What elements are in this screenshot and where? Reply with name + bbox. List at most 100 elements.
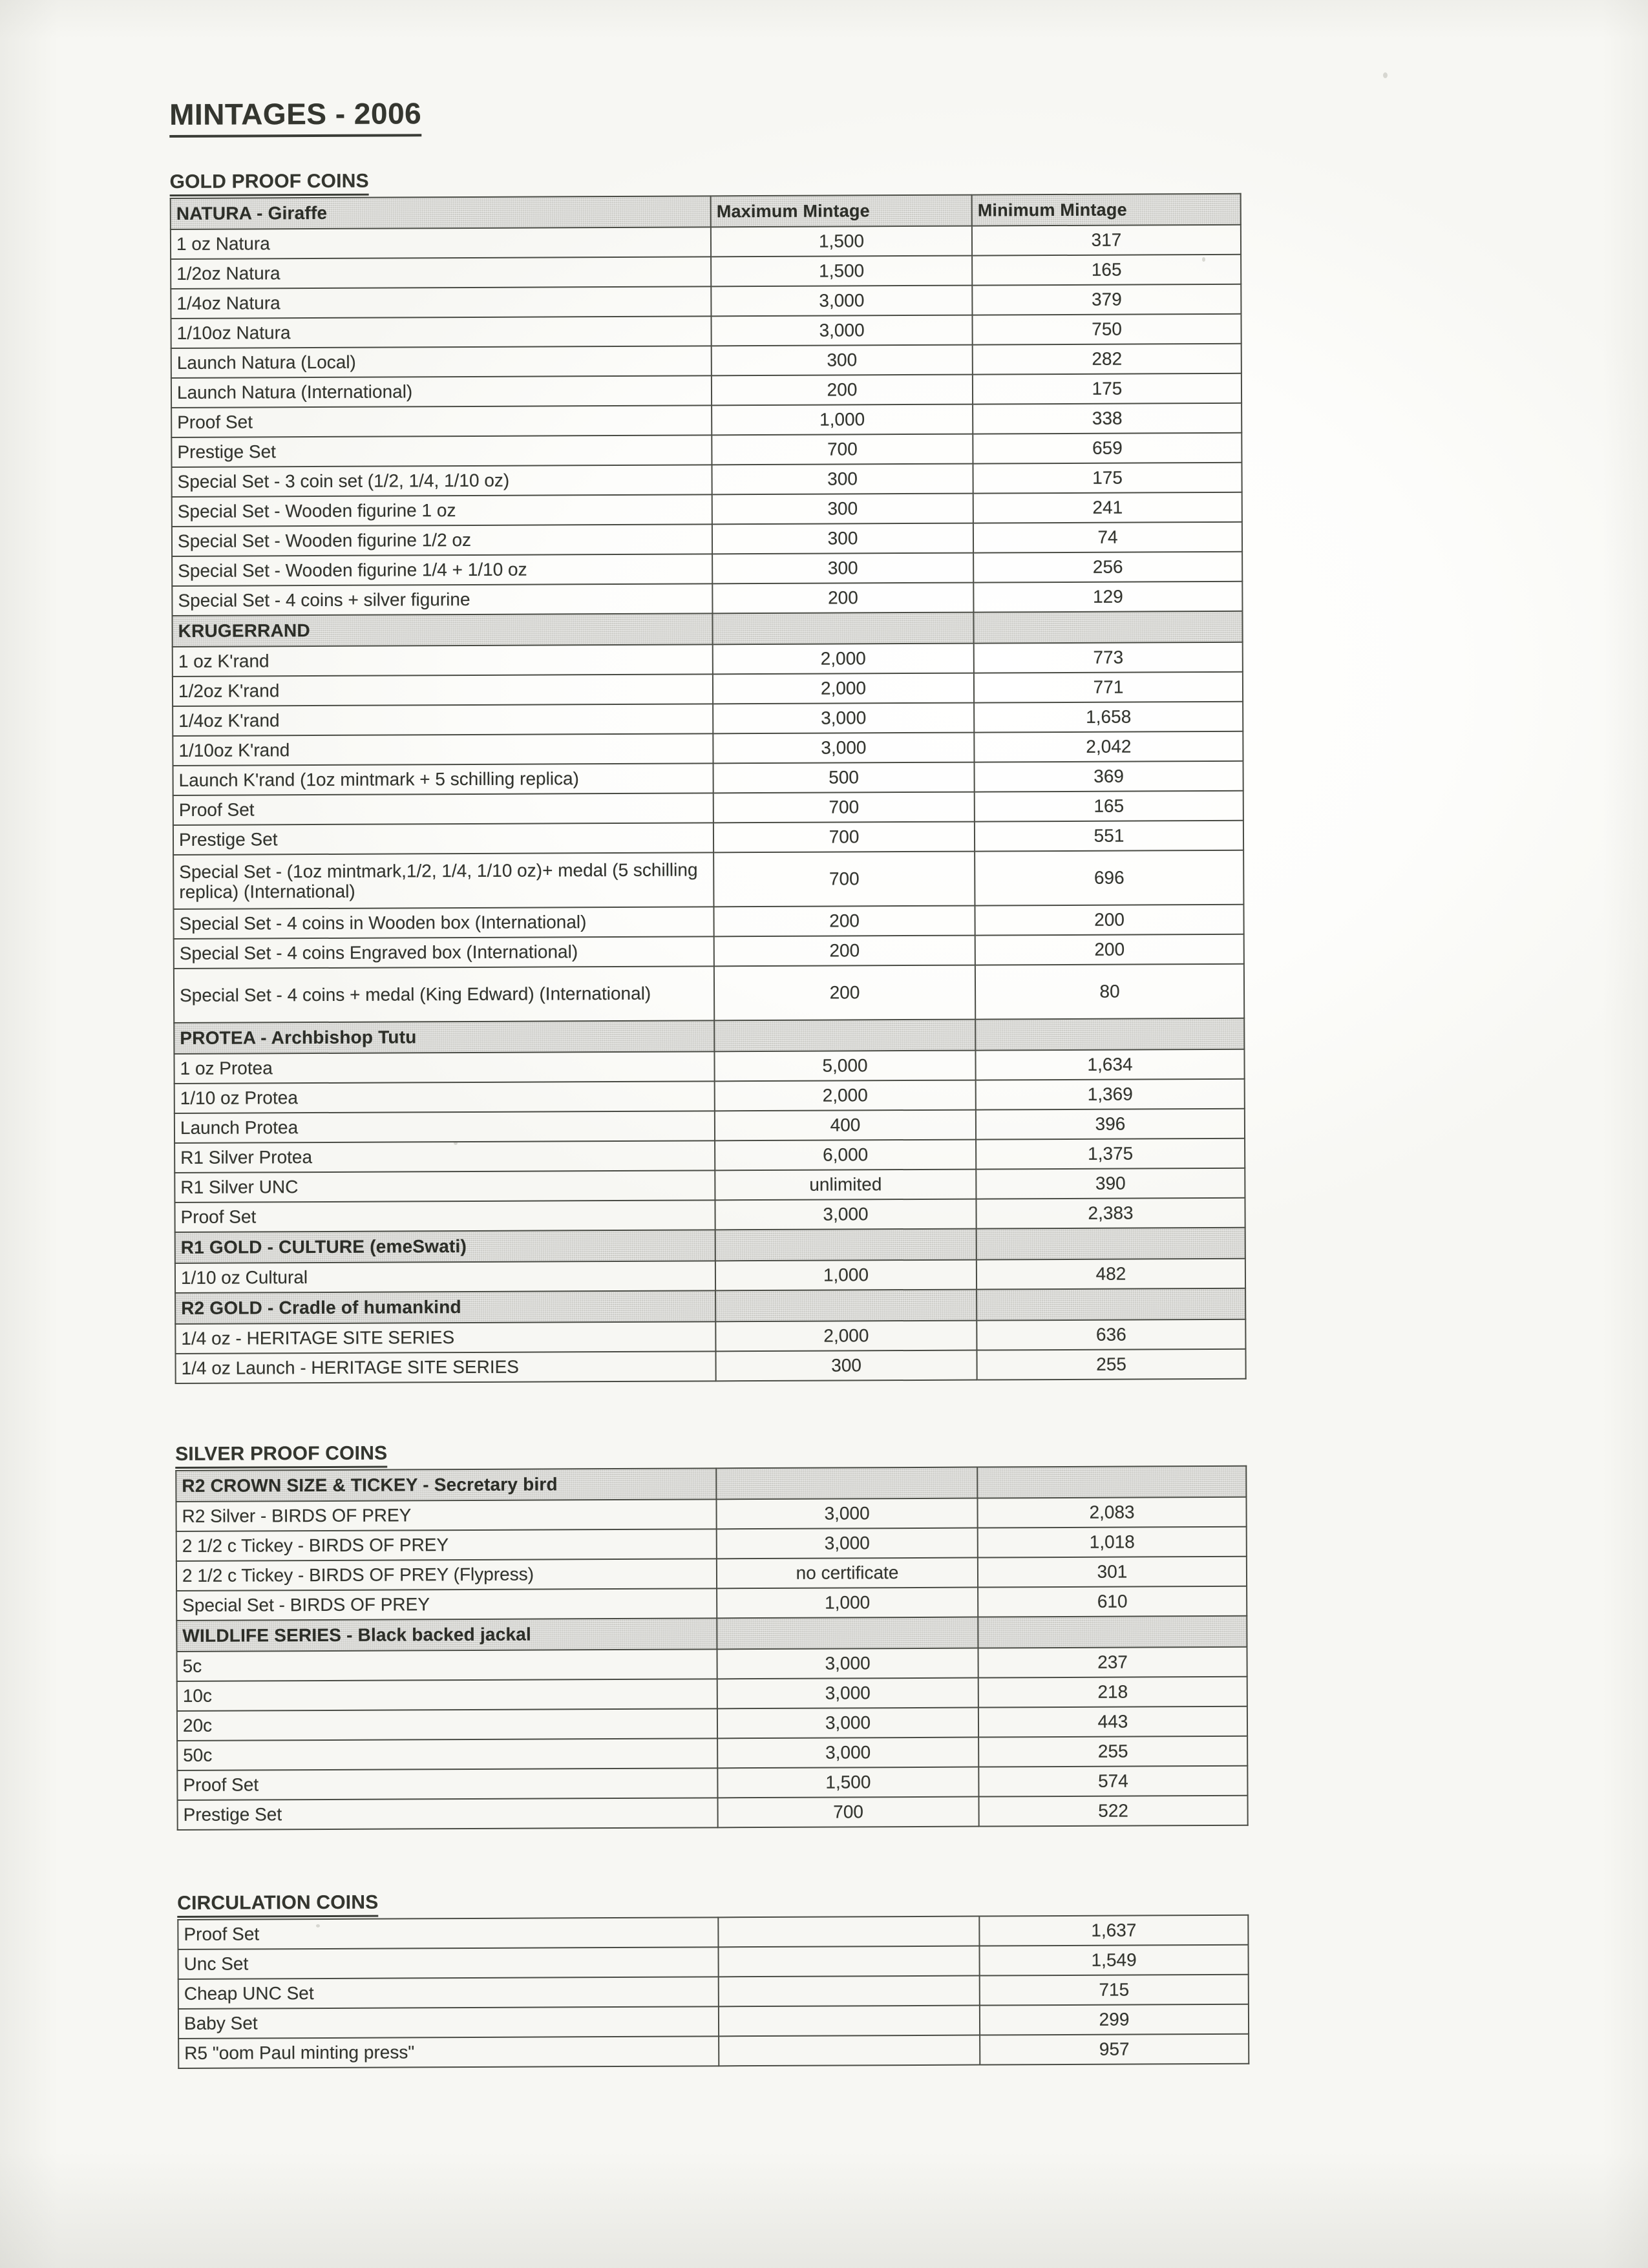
- row-label: Proof Set: [171, 405, 712, 437]
- column-header-max-mintage: [716, 1467, 978, 1500]
- table-row: 1/10 oz Cultural 1,000 482: [174, 1258, 1246, 1293]
- table-row: Special Set - 4 coins + medal (King Edwa…: [173, 963, 1245, 1023]
- row-label: Special Set - Wooden figurine 1 oz: [171, 494, 712, 527]
- scan-speck: [454, 1141, 458, 1145]
- cell-maximum-mintage: 500: [713, 762, 975, 793]
- page-title: MINTAGES - 2006: [169, 96, 422, 138]
- cell-maximum-mintage: 3,000: [713, 732, 975, 764]
- table-row: Special Set - Wooden figurine 1/4 + 1/10…: [172, 551, 1243, 586]
- cell-maximum-mintage: 3,000: [711, 315, 973, 346]
- scan-speck: [1383, 72, 1388, 78]
- table-row: Prestige Set 700 659: [171, 432, 1242, 467]
- cell-minimum-mintage: 255: [978, 1736, 1248, 1767]
- row-label: Special Set - Wooden figurine 1/2 oz: [171, 524, 713, 556]
- table-row: 1 oz Protea 5,000 1,634: [174, 1049, 1245, 1084]
- cell-maximum-mintage: 700: [712, 434, 973, 465]
- cell-minimum-mintage: 396: [975, 1108, 1245, 1140]
- table-row: Special Set - BIRDS OF PREY 1,000 610: [176, 1586, 1247, 1621]
- table-row: Cheap UNC Set 715: [178, 1974, 1249, 2009]
- column-header-max-mintage: [715, 1228, 977, 1261]
- cell-maximum-mintage: 1,000: [712, 404, 973, 436]
- cell-maximum-mintage: 3,000: [717, 1737, 979, 1769]
- table-row: 1/2oz Natura 1,500 165: [171, 254, 1241, 289]
- cell-maximum-mintage: 200: [711, 374, 973, 406]
- row-label: 1/2oz Natura: [171, 257, 712, 289]
- row-label: 2 1/2 c Tickey - BIRDS OF PREY (Flypress…: [176, 1559, 717, 1591]
- row-label: R5 "oom Paul minting press": [178, 2036, 719, 2068]
- row-label: Proof Set: [173, 793, 713, 825]
- cell-maximum-mintage: 3,000: [717, 1677, 978, 1709]
- group-label: PROTEA - Archbishop Tutu: [174, 1020, 715, 1054]
- cell-maximum-mintage: 200: [713, 905, 975, 937]
- table-row: Proof Set 1,500 574: [177, 1765, 1248, 1800]
- cell-minimum-mintage: 1,018: [977, 1526, 1247, 1558]
- table-row: Unc Set 1,549: [178, 1944, 1249, 1979]
- table-row: Proof Set 1,000 338: [171, 403, 1242, 437]
- cell-minimum-mintage: 282: [972, 343, 1241, 375]
- cell-minimum-mintage: 750: [972, 313, 1241, 345]
- table-row: Proof Set 1,637: [178, 1915, 1249, 1949]
- cell-maximum-mintage: [718, 1975, 980, 2007]
- row-label: R2 Silver - BIRDS OF PREY: [176, 1499, 717, 1531]
- table-row: R1 Silver UNC unlimited 390: [174, 1168, 1245, 1202]
- table-row: 1 oz K'rand 2,000 773: [172, 642, 1243, 677]
- column-header-min-mintage: [977, 1288, 1246, 1321]
- cell-minimum-mintage: 771: [973, 671, 1243, 703]
- cell-minimum-mintage: 301: [977, 1556, 1247, 1588]
- cell-minimum-mintage: 1,375: [976, 1138, 1245, 1170]
- table-row: 1 oz Natura 1,500 317: [170, 224, 1241, 259]
- row-label: 1/4 oz - HERITAGE SITE SERIES: [175, 1321, 716, 1354]
- cell-maximum-mintage: 200: [712, 582, 974, 614]
- table-group-row: R2 CROWN SIZE & TICKEY - Secretary bird: [176, 1465, 1247, 1502]
- cell-minimum-mintage: 574: [978, 1765, 1248, 1797]
- cell-maximum-mintage: 200: [713, 965, 976, 1021]
- cell-maximum-mintage: no certificate: [716, 1557, 978, 1589]
- cell-minimum-mintage: 255: [977, 1349, 1246, 1380]
- row-label: 1 oz Protea: [174, 1051, 715, 1084]
- section-heading: GOLD PROOF COINS: [169, 170, 369, 196]
- cell-maximum-mintage: 1,500: [717, 1767, 979, 1798]
- column-header-max-mintage: [714, 1019, 976, 1052]
- row-label: Special Set - Wooden figurine 1/4 + 1/10…: [172, 554, 713, 586]
- row-label: 1/4oz K'rand: [173, 704, 713, 736]
- table-row: Proof Set 3,000 2,383: [174, 1197, 1245, 1232]
- cell-minimum-mintage: 957: [980, 2033, 1249, 2065]
- row-label: 1/10 oz Cultural: [174, 1261, 716, 1293]
- column-header-max-mintage: [717, 1617, 978, 1650]
- table-row: Special Set - 4 coins + silver figurine 2…: [172, 581, 1243, 616]
- row-label: Launch Protea: [174, 1111, 715, 1143]
- table-row: Prestige Set 700 522: [177, 1795, 1248, 1830]
- table-row: Special Set - Wooden figurine 1/2 oz 300 7…: [171, 521, 1243, 556]
- row-label: 1 oz Natura: [170, 227, 712, 259]
- table-row: 1/2oz K'rand 2,000 771: [172, 671, 1243, 706]
- row-label: Prestige Set: [171, 435, 712, 467]
- cell-maximum-mintage: [718, 1916, 980, 1948]
- cell-maximum-mintage: 300: [712, 463, 973, 495]
- cell-maximum-mintage: 700: [713, 851, 975, 907]
- cell-minimum-mintage: 696: [975, 850, 1244, 906]
- table-row: Launch Natura (International) 200 175: [171, 373, 1242, 408]
- group-label: R2 GOLD - Cradle of humankind: [175, 1290, 716, 1324]
- table-row: 1/4oz K'rand 3,000 1,658: [173, 701, 1243, 736]
- cell-minimum-mintage: 773: [973, 642, 1243, 673]
- mintage-table: NATURA - Giraffe Maximum Mintage Minimum M…: [170, 193, 1247, 1384]
- table-group-row: KRUGERRAND: [172, 611, 1243, 647]
- table-row: R2 Silver - BIRDS OF PREY 3,000 2,083: [176, 1496, 1247, 1531]
- row-label: Special Set - 4 coins in Wooden box (Int…: [173, 907, 714, 939]
- scan-speck: [316, 1924, 320, 1927]
- section-heading: SILVER PROOF COINS: [175, 1442, 388, 1469]
- row-label: Prestige Set: [177, 1798, 718, 1830]
- table-row: 20c 3,000 443: [176, 1706, 1248, 1741]
- cell-minimum-mintage: 390: [976, 1168, 1245, 1199]
- row-label: R1 Silver UNC: [174, 1170, 715, 1202]
- table-group-row: R2 GOLD - Cradle of humankind: [175, 1288, 1246, 1324]
- cell-minimum-mintage: 317: [971, 224, 1241, 256]
- table-row: 2 1/2 c Tickey - BIRDS OF PREY 3,000 1,018: [176, 1526, 1247, 1561]
- row-label: Unc Set: [178, 1947, 719, 1979]
- cell-minimum-mintage: 610: [978, 1586, 1247, 1617]
- cell-minimum-mintage: 379: [972, 284, 1241, 315]
- cell-minimum-mintage: 256: [973, 551, 1243, 583]
- cell-minimum-mintage: 165: [972, 254, 1241, 286]
- cell-minimum-mintage: 200: [975, 904, 1244, 936]
